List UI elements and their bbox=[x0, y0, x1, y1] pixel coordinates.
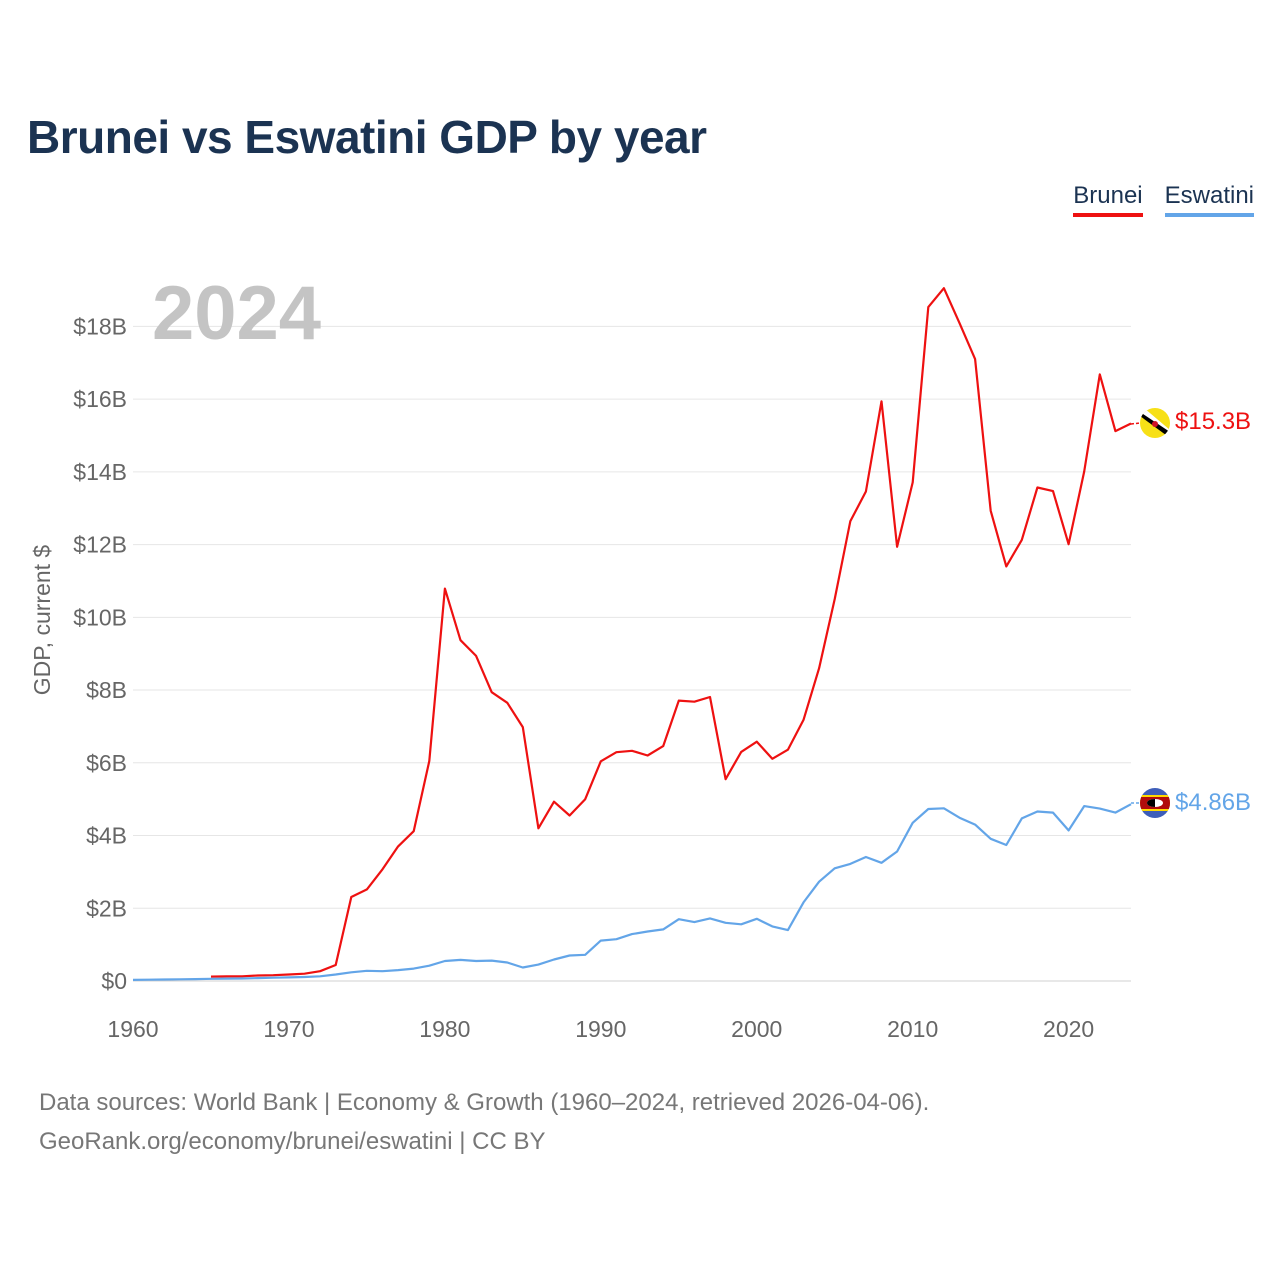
y-axis: $0 $2B $4B $6B $8B $10B $12B $14B $16B $18B bbox=[73, 313, 127, 994]
y-tick-label: $4B bbox=[86, 823, 127, 849]
brunei-leader-line bbox=[1130, 422, 1141, 425]
y-tick-label: $18B bbox=[73, 313, 127, 339]
legend-item-eswatini[interactable]: Eswatini bbox=[1164, 182, 1254, 217]
x-tick-label: 1980 bbox=[419, 1016, 470, 1042]
series-group bbox=[132, 287, 1132, 981]
y-tick-label: $14B bbox=[73, 459, 127, 485]
y-tick-label: $2B bbox=[86, 895, 127, 921]
attribution-link[interactable]: GeoRank.org/economy/brunei/eswatini | CC… bbox=[39, 1128, 546, 1155]
grid bbox=[133, 325, 1131, 982]
y-tick-label: $10B bbox=[73, 604, 127, 630]
x-tick-label: 2010 bbox=[887, 1016, 938, 1042]
brunei-end-label: $15.3B bbox=[1175, 408, 1251, 435]
x-tick-label: 1960 bbox=[107, 1016, 158, 1042]
eswatini-flag-icon bbox=[1140, 788, 1170, 818]
year-watermark: 2024 bbox=[152, 271, 321, 356]
x-tick-label: 1970 bbox=[263, 1016, 314, 1042]
y-tick-label: $8B bbox=[86, 677, 127, 703]
y-tick-label: $12B bbox=[73, 532, 127, 558]
y-tick-label: $0 bbox=[101, 968, 127, 994]
brunei-series-line[interactable] bbox=[210, 287, 1132, 978]
x-tick-label: 2000 bbox=[731, 1016, 782, 1042]
x-tick-label: 2020 bbox=[1043, 1016, 1094, 1042]
eswatini-end-label: $4.86B bbox=[1175, 789, 1251, 816]
y-tick-label: $6B bbox=[86, 750, 127, 776]
y-tick-label: $16B bbox=[73, 386, 127, 412]
data-sources-text: Data sources: World Bank | Economy & Gro… bbox=[39, 1089, 930, 1116]
legend: Brunei Eswatini bbox=[1073, 182, 1254, 217]
legend-item-brunei[interactable]: Brunei bbox=[1073, 182, 1143, 217]
eswatini-series-line[interactable] bbox=[132, 803, 1132, 981]
y-axis-label: GDP, current $ bbox=[29, 545, 55, 696]
chart-title: Brunei vs Eswatini GDP by year bbox=[27, 111, 707, 163]
x-tick-label: 1990 bbox=[575, 1016, 626, 1042]
brunei-flag-icon bbox=[1140, 408, 1170, 438]
footer: Data sources: World Bank | Economy & Gro… bbox=[39, 1083, 929, 1161]
x-axis: 1960 1970 1980 1990 2000 2010 2020 bbox=[107, 1016, 1094, 1042]
